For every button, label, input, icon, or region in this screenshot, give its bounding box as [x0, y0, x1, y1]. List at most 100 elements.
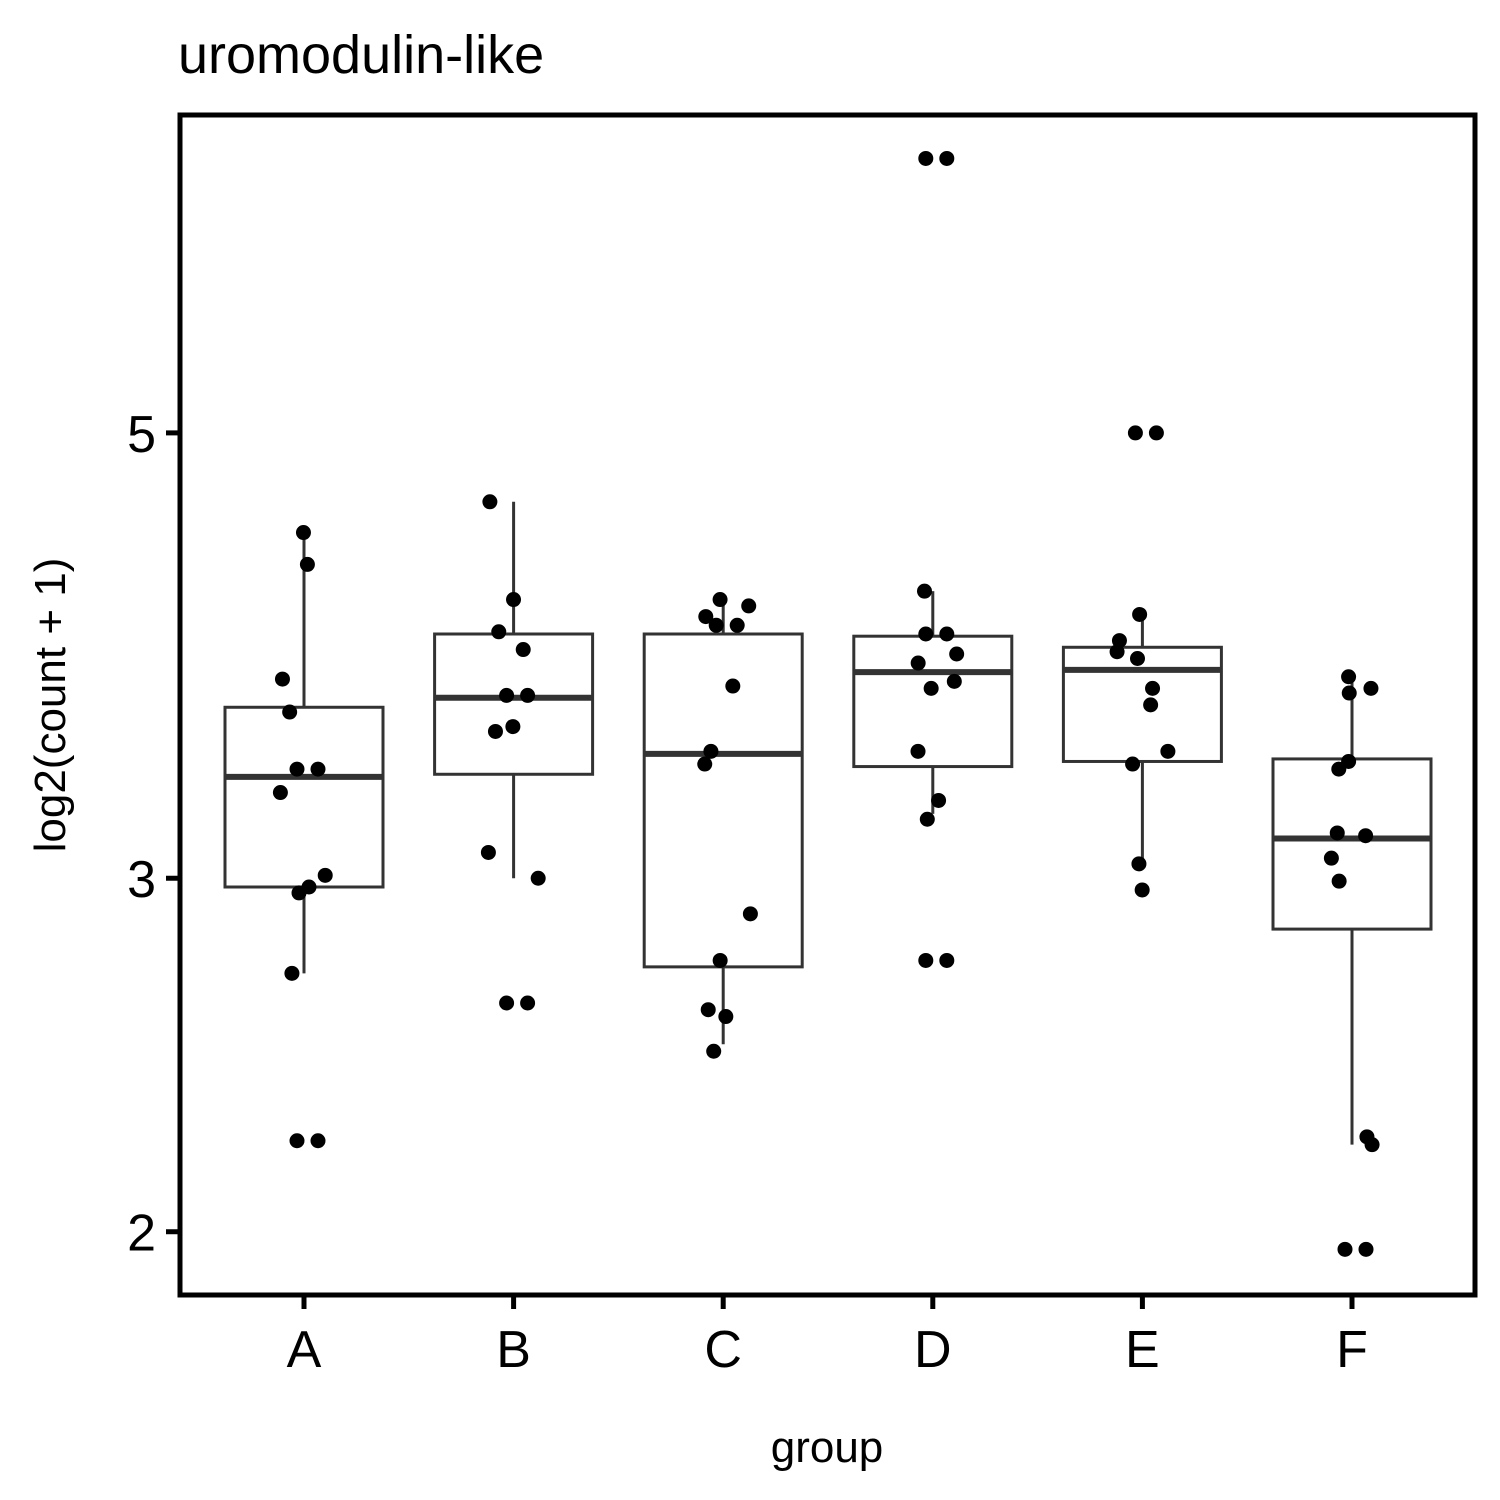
point-E-5	[1129, 650, 1145, 666]
x-tick-label-D: D	[914, 1321, 952, 1379]
point-E-7	[1143, 697, 1159, 713]
point-B-9	[530, 870, 546, 886]
plot-frame	[177, 112, 1478, 1298]
point-E-6	[1145, 680, 1161, 696]
point-F-6	[1358, 828, 1374, 844]
point-A-1	[299, 556, 315, 572]
point-F-11	[1337, 1241, 1353, 1257]
box-D	[852, 634, 1014, 769]
point-E-11	[1134, 882, 1150, 898]
box-group-D	[852, 591, 1014, 814]
chart-title: uromodulin-like	[178, 25, 544, 85]
point-F-4	[1331, 761, 1347, 777]
point-D-9	[910, 743, 926, 759]
point-A-11	[289, 1133, 305, 1149]
y-axis-title: log2(count + 1)	[26, 558, 75, 853]
point-B-6	[505, 719, 521, 735]
point-D-8	[923, 680, 939, 696]
point-C-6	[703, 743, 719, 759]
point-B-5	[520, 687, 536, 703]
point-D-7	[946, 673, 962, 689]
y-tick-label-5: 5	[127, 406, 156, 464]
point-B-11	[520, 995, 536, 1011]
box-B	[433, 632, 595, 776]
point-D-12	[918, 952, 934, 968]
point-E-9	[1125, 756, 1141, 772]
point-D-10	[931, 792, 947, 808]
point-C-5	[725, 678, 741, 694]
points-A	[272, 525, 333, 1149]
y-tick-label-2: 2	[127, 1205, 156, 1263]
point-F-10	[1364, 1137, 1380, 1153]
point-E-0	[1127, 425, 1143, 441]
point-E-3	[1111, 633, 1127, 649]
point-B-2	[491, 624, 507, 640]
x-tick-label-B: B	[496, 1321, 531, 1379]
x-tick-label-E: E	[1125, 1321, 1160, 1379]
x-tick-label-A: A	[287, 1321, 322, 1379]
point-F-0	[1341, 669, 1357, 685]
box-E	[1061, 645, 1223, 763]
point-A-5	[310, 761, 326, 777]
point-D-13	[939, 952, 955, 968]
point-D-0	[918, 150, 934, 166]
point-C-2	[698, 609, 714, 625]
point-A-7	[317, 867, 333, 883]
point-C-0	[712, 592, 728, 608]
points-E	[1109, 425, 1176, 898]
point-C-7	[697, 756, 713, 772]
plot-marks	[223, 150, 1433, 1257]
x-tick-label-F: F	[1336, 1321, 1368, 1379]
point-C-10	[700, 1002, 716, 1018]
point-B-1	[506, 592, 522, 608]
point-D-3	[918, 626, 934, 642]
point-E-8	[1160, 743, 1176, 759]
point-A-10	[284, 965, 300, 981]
point-A-2	[274, 671, 290, 687]
point-C-12	[706, 1043, 722, 1059]
point-F-1	[1363, 680, 1379, 696]
point-A-3	[282, 704, 298, 720]
point-C-1	[741, 598, 757, 614]
point-D-5	[949, 646, 965, 662]
point-A-9	[291, 885, 307, 901]
point-A-6	[272, 785, 288, 801]
point-C-9	[712, 952, 728, 968]
point-E-4	[1109, 644, 1125, 660]
box-group-E	[1061, 610, 1223, 864]
points-B	[480, 494, 546, 1011]
box-group-F	[1271, 676, 1433, 1145]
points-F	[1323, 669, 1380, 1257]
point-E-10	[1131, 856, 1147, 872]
box-A	[223, 705, 385, 889]
y-tick-label-3: 3	[127, 851, 156, 909]
point-A-0	[295, 525, 311, 541]
point-D-6	[910, 655, 926, 671]
box-F	[1271, 757, 1433, 931]
point-A-4	[289, 761, 305, 777]
point-F-12	[1358, 1241, 1374, 1257]
point-C-4	[729, 617, 745, 633]
point-B-8	[480, 844, 496, 860]
point-B-3	[515, 642, 531, 658]
point-C-3	[708, 617, 724, 633]
point-F-8	[1331, 873, 1347, 889]
point-D-4	[939, 626, 955, 642]
point-D-1	[939, 150, 955, 166]
point-C-8	[742, 906, 758, 922]
x-tick-label-C: C	[704, 1321, 742, 1379]
x-axis-title: group	[771, 1423, 884, 1472]
box-group-B	[433, 501, 595, 879]
box-group-A	[223, 532, 385, 974]
point-E-1	[1148, 425, 1164, 441]
point-A-12	[310, 1133, 326, 1149]
point-E-2	[1132, 606, 1148, 622]
point-D-2	[916, 583, 932, 599]
box-group-C	[642, 599, 804, 1045]
point-D-11	[919, 811, 935, 827]
axes: 2 3 5 A B C D E F	[127, 406, 1368, 1379]
box-C	[642, 632, 804, 969]
points-D	[910, 150, 965, 968]
point-C-11	[718, 1009, 734, 1025]
